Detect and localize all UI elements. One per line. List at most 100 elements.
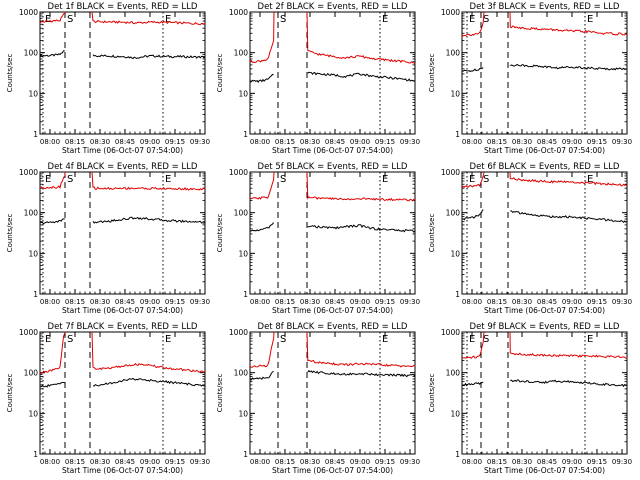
chart-panel-4: Det 4f BLACK = Events, RED = LLD Counts/s…: [6, 162, 210, 315]
x-tick-label: 08:30: [90, 458, 110, 466]
chart-title: Det 4f BLACK = Events, RED = LLD: [48, 162, 198, 172]
x-tick-label: 08:15: [487, 138, 507, 146]
y-axis-label: Counts/sec: [216, 54, 224, 93]
x-tick-label: 08:45: [325, 298, 345, 306]
x-tick-label: 08:15: [275, 138, 295, 146]
x-tick-label: 08:00: [250, 298, 270, 306]
x-tick-label: 09:00: [140, 458, 160, 466]
events-series-line: [461, 209, 484, 221]
events-series-line: [250, 73, 274, 83]
marker-label-e: E: [469, 174, 475, 185]
x-tick-label: 09:15: [375, 458, 395, 466]
y-tick-label: 10: [450, 89, 460, 98]
x-tick-label: 08:30: [300, 138, 320, 146]
x-tick-label: 08:15: [275, 298, 295, 306]
x-tick-label: 09:00: [140, 138, 160, 146]
y-axis-label: Counts/sec: [6, 214, 14, 253]
y-tick-label: 10: [450, 249, 460, 258]
plot-frame: [461, 11, 628, 135]
marker-label-e: E: [587, 14, 593, 25]
x-tick-label: 08:30: [300, 458, 320, 466]
x-tick-label: 09:30: [612, 298, 632, 306]
y-axis-label: Counts/sec: [428, 374, 436, 413]
x-tick-label: 08:00: [462, 298, 482, 306]
x-tick-label: 08:45: [537, 458, 557, 466]
plot-frame: [249, 331, 416, 455]
plot-frame: [249, 171, 416, 295]
lld-series-line: [509, 331, 628, 359]
y-tick-label: 1: [455, 290, 460, 299]
events-series-line: [509, 64, 628, 71]
y-tick-label: 10: [238, 409, 248, 418]
marker-label-e: E: [587, 334, 593, 345]
events-series-line: [39, 382, 65, 388]
x-axis-label: Start Time (06-Oct-07 07:54:00): [272, 306, 393, 315]
x-tick-label: 08:30: [512, 298, 532, 306]
y-tick-label: 100: [234, 369, 249, 378]
y-tick-label: 1: [33, 130, 38, 139]
lld-series-line: [509, 11, 628, 36]
y-tick-label: 10: [238, 89, 248, 98]
y-axis-label: Counts/sec: [428, 54, 436, 93]
plot-frame: [39, 11, 206, 135]
x-tick-label: 09:15: [375, 138, 395, 146]
y-tick-label: 100: [446, 369, 461, 378]
marker-label-e: E: [382, 334, 388, 345]
events-series-line: [92, 377, 206, 387]
plot-frame: [39, 331, 206, 455]
x-tick-label: 08:15: [275, 458, 295, 466]
events-series-line: [307, 369, 416, 378]
marker-label-e: E: [45, 14, 51, 25]
y-tick-label: 1000: [229, 328, 248, 337]
x-tick-label: 09:15: [587, 138, 607, 146]
chart-panel-1: Det 1f BLACK = Events, RED = LLD Counts/s…: [6, 2, 210, 155]
y-tick-label: 1: [455, 450, 460, 459]
x-tick-label: 08:00: [462, 458, 482, 466]
x-tick-label: 09:30: [400, 298, 420, 306]
chart-title: Det 2f BLACK = Events, RED = LLD: [258, 2, 408, 12]
lld-series-line: [91, 331, 206, 374]
lld-series-line: [91, 171, 206, 191]
x-tick-label: 08:00: [462, 138, 482, 146]
x-tick-label: 08:00: [40, 138, 60, 146]
plot-frame: [39, 171, 206, 295]
x-tick-label: 09:30: [400, 138, 420, 146]
y-tick-label: 1000: [229, 168, 248, 177]
marker-label-s: S: [483, 174, 489, 185]
y-tick-label: 1: [243, 130, 248, 139]
y-tick-label: 1: [243, 450, 248, 459]
lld-series-line: [306, 171, 416, 202]
marker-label-e: E: [587, 174, 593, 185]
y-tick-label: 1000: [19, 168, 38, 177]
x-tick-label: 08:45: [537, 298, 557, 306]
lld-series-line: [39, 171, 66, 190]
y-tick-label: 10: [28, 89, 38, 98]
x-tick-label: 09:30: [400, 458, 420, 466]
marker-label-e: E: [469, 334, 475, 345]
x-tick-label: 08:00: [40, 298, 60, 306]
x-tick-label: 08:00: [40, 458, 60, 466]
y-tick-label: 1000: [19, 8, 38, 17]
x-tick-label: 09:00: [350, 458, 370, 466]
chart-title: Det 9f BLACK = Events, RED = LLD: [470, 322, 620, 332]
x-tick-label: 08:15: [65, 138, 85, 146]
marker-label-s: S: [67, 174, 73, 185]
marker-label-s: S: [280, 174, 286, 185]
x-tick-label: 08:45: [325, 138, 345, 146]
x-tick-label: 09:00: [562, 458, 582, 466]
marker-label-s: S: [483, 334, 489, 345]
chart-panel-6: Det 6f BLACK = Events, RED = LLD Counts/s…: [428, 162, 632, 315]
lld-series-line: [509, 171, 628, 187]
y-tick-label: 1000: [441, 328, 460, 337]
x-tick-label: 08:00: [250, 138, 270, 146]
chart-panel-3: Det 3f BLACK = Events, RED = LLD Counts/s…: [428, 2, 632, 155]
x-axis-label: Start Time (06-Oct-07 07:54:00): [62, 306, 183, 315]
chart-panel-2: Det 2f BLACK = Events, RED = LLD Counts/s…: [216, 2, 420, 155]
x-tick-label: 09:30: [190, 298, 210, 306]
y-tick-label: 10: [28, 249, 38, 258]
y-tick-label: 1: [243, 290, 248, 299]
events-series-line: [461, 67, 484, 73]
marker-label-e: E: [165, 334, 171, 345]
lld-series-line: [249, 171, 275, 200]
